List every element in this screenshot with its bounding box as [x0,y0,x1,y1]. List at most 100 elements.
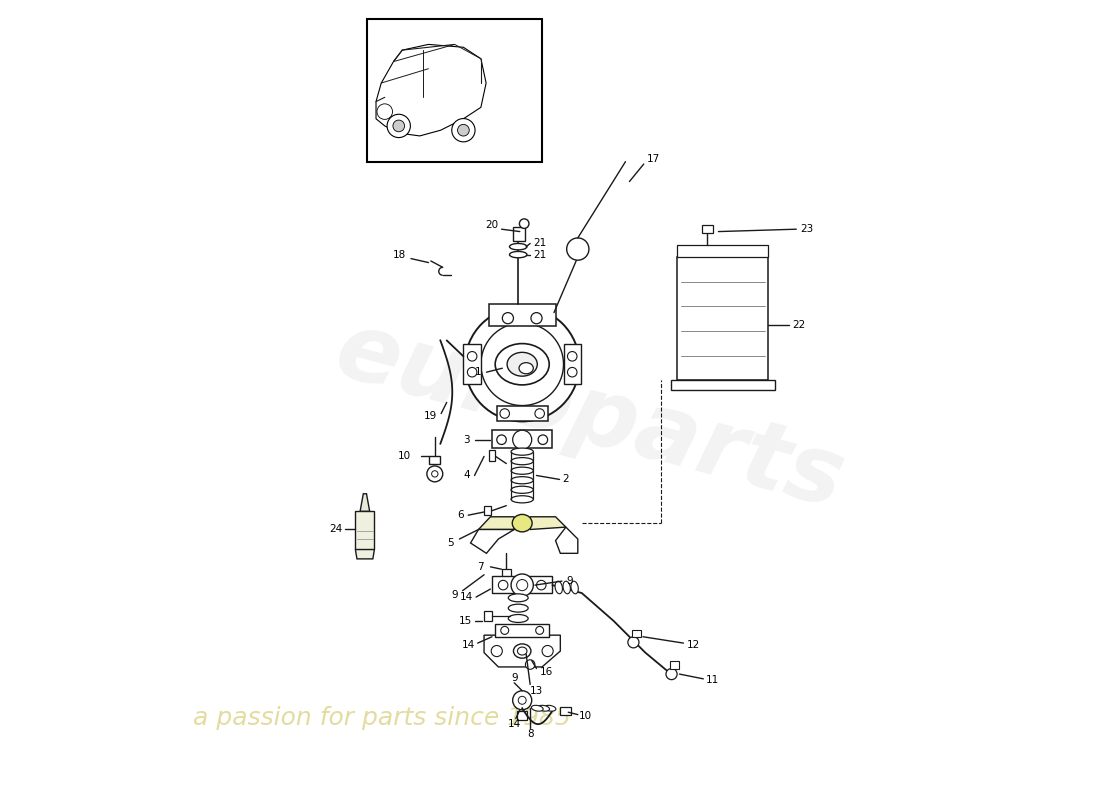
Circle shape [503,313,514,324]
Circle shape [519,219,529,229]
Bar [492,575,552,593]
Ellipse shape [538,706,550,711]
Text: 14: 14 [507,719,521,729]
Circle shape [497,435,506,445]
Circle shape [468,351,477,361]
Circle shape [568,351,578,361]
Text: 9: 9 [510,673,518,683]
Ellipse shape [519,362,534,374]
Text: 3: 3 [463,434,470,445]
Text: 5: 5 [448,538,454,548]
Text: 21: 21 [534,250,547,260]
Circle shape [517,579,528,590]
Circle shape [538,435,548,445]
Circle shape [500,409,509,418]
Bar [488,450,495,461]
Circle shape [465,307,580,422]
Text: 6: 6 [456,510,463,520]
Circle shape [542,646,553,657]
Bar [488,304,556,326]
Ellipse shape [508,604,528,612]
Bar [429,456,440,463]
Circle shape [498,580,508,590]
Circle shape [526,660,535,670]
Polygon shape [471,530,515,554]
Ellipse shape [508,625,528,633]
Text: 14: 14 [462,640,475,650]
Ellipse shape [495,343,549,385]
Bar [563,344,581,384]
Circle shape [500,626,508,634]
Text: 9: 9 [451,590,458,600]
Polygon shape [355,550,374,559]
Bar [517,710,527,720]
Text: 16: 16 [539,667,552,678]
Text: 15: 15 [459,616,472,626]
Text: a passion for parts since 1985: a passion for parts since 1985 [192,706,570,730]
Bar [497,406,548,422]
Circle shape [666,669,678,680]
Text: 10: 10 [398,450,411,461]
Text: 12: 12 [686,640,700,650]
Text: 18: 18 [393,250,406,260]
Bar [631,630,641,637]
Ellipse shape [544,706,556,711]
Ellipse shape [508,614,528,622]
Ellipse shape [512,486,534,494]
Polygon shape [530,517,565,530]
Text: 21: 21 [534,238,547,249]
Text: 13: 13 [530,686,543,696]
Ellipse shape [531,706,543,711]
Circle shape [452,118,475,142]
Bar [671,380,774,390]
Circle shape [427,466,443,482]
Circle shape [512,574,534,596]
Circle shape [536,626,543,634]
Ellipse shape [512,448,534,455]
Text: 7: 7 [476,562,483,572]
Bar [495,624,549,637]
Ellipse shape [514,644,531,658]
Ellipse shape [517,647,527,655]
Ellipse shape [512,477,534,484]
Text: 10: 10 [580,711,592,721]
Ellipse shape [512,458,534,465]
Circle shape [531,313,542,324]
Text: 23: 23 [800,224,813,234]
Ellipse shape [512,467,534,474]
Circle shape [537,580,546,590]
Circle shape [566,238,588,260]
Polygon shape [376,45,486,136]
Circle shape [387,114,410,138]
Bar [463,344,481,384]
Bar [702,226,713,233]
Bar [367,18,542,162]
Circle shape [513,690,531,710]
Circle shape [628,637,639,648]
Ellipse shape [571,581,579,594]
Circle shape [535,409,544,418]
Bar [355,511,374,550]
Bar [502,570,512,577]
Circle shape [492,646,503,657]
Polygon shape [478,517,515,530]
Circle shape [393,120,405,132]
Circle shape [468,367,477,377]
Ellipse shape [508,594,528,602]
Text: 8: 8 [527,729,534,738]
Ellipse shape [513,514,532,532]
Bar [560,707,571,714]
Circle shape [518,696,526,704]
Ellipse shape [563,581,571,594]
Ellipse shape [512,496,534,503]
Text: 20: 20 [485,220,498,230]
Text: 24: 24 [329,524,342,534]
Bar [492,430,552,448]
Text: 19: 19 [425,411,438,421]
Text: 11: 11 [706,675,719,686]
Polygon shape [360,494,370,511]
Text: 1: 1 [475,367,482,377]
Bar [678,257,769,380]
Circle shape [431,470,438,477]
Ellipse shape [507,352,537,376]
